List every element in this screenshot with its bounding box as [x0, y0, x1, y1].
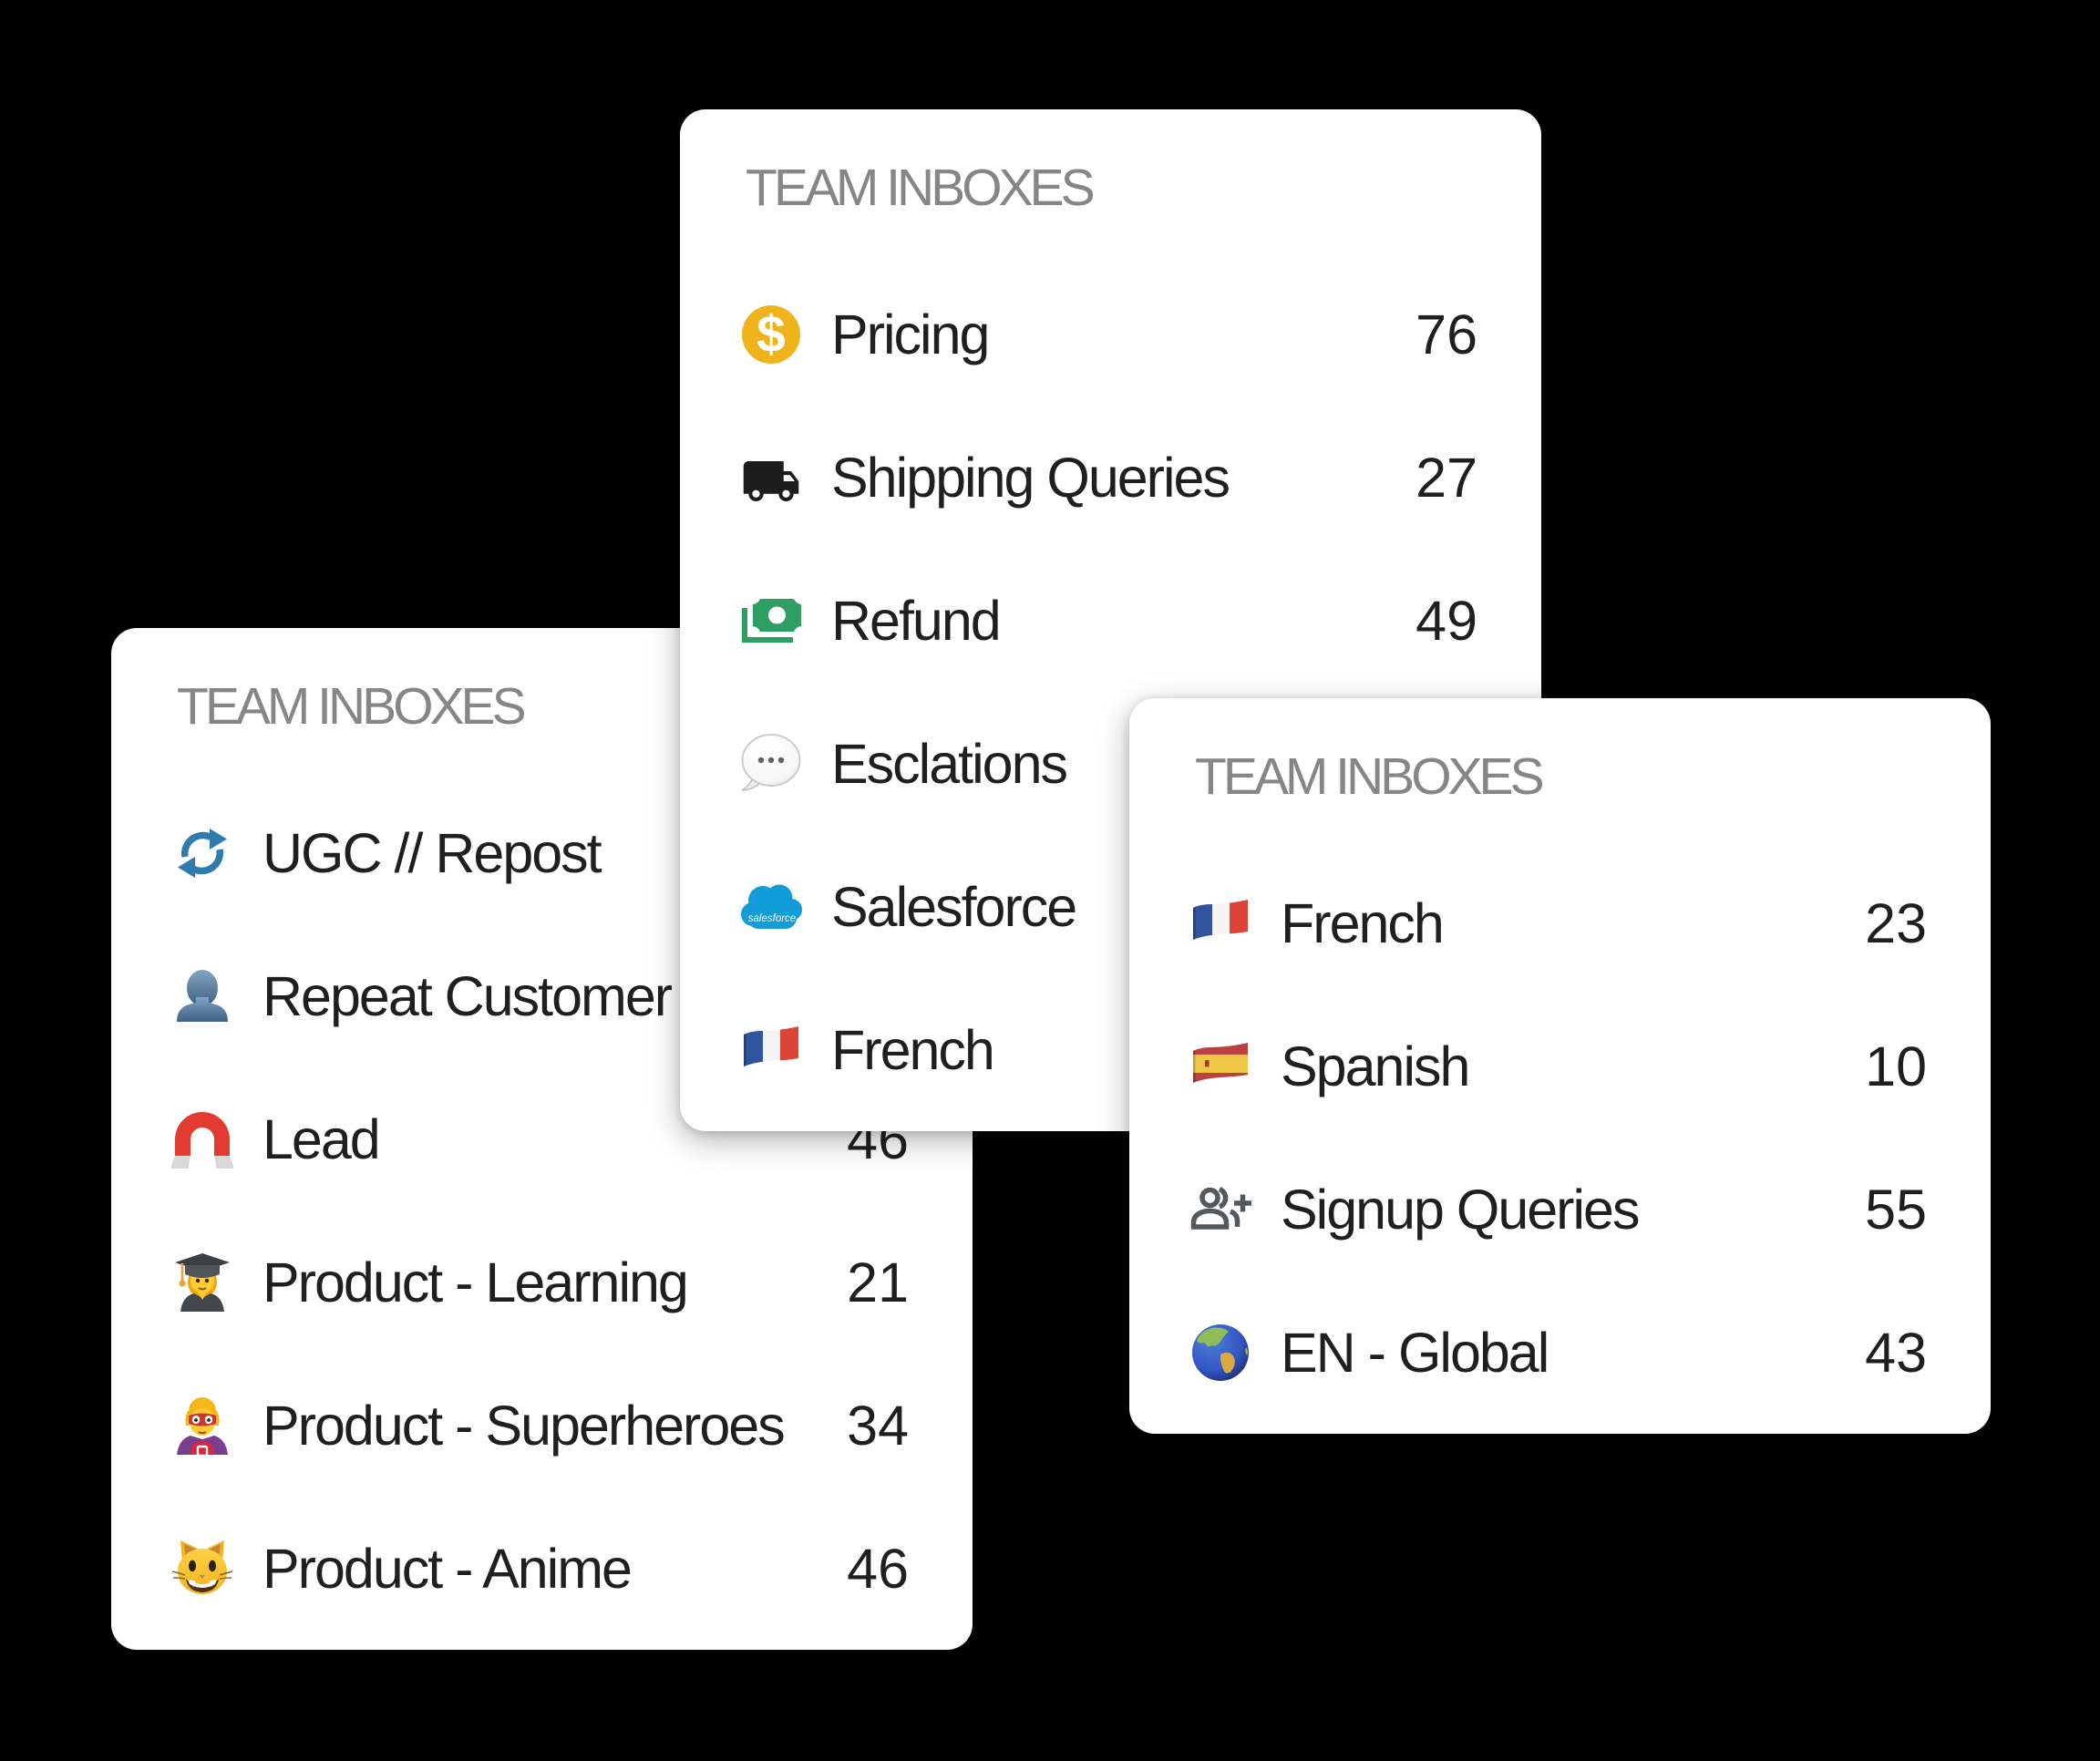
svg-text:$: $: [757, 305, 786, 364]
svg-text:salesforce: salesforce: [748, 913, 796, 924]
